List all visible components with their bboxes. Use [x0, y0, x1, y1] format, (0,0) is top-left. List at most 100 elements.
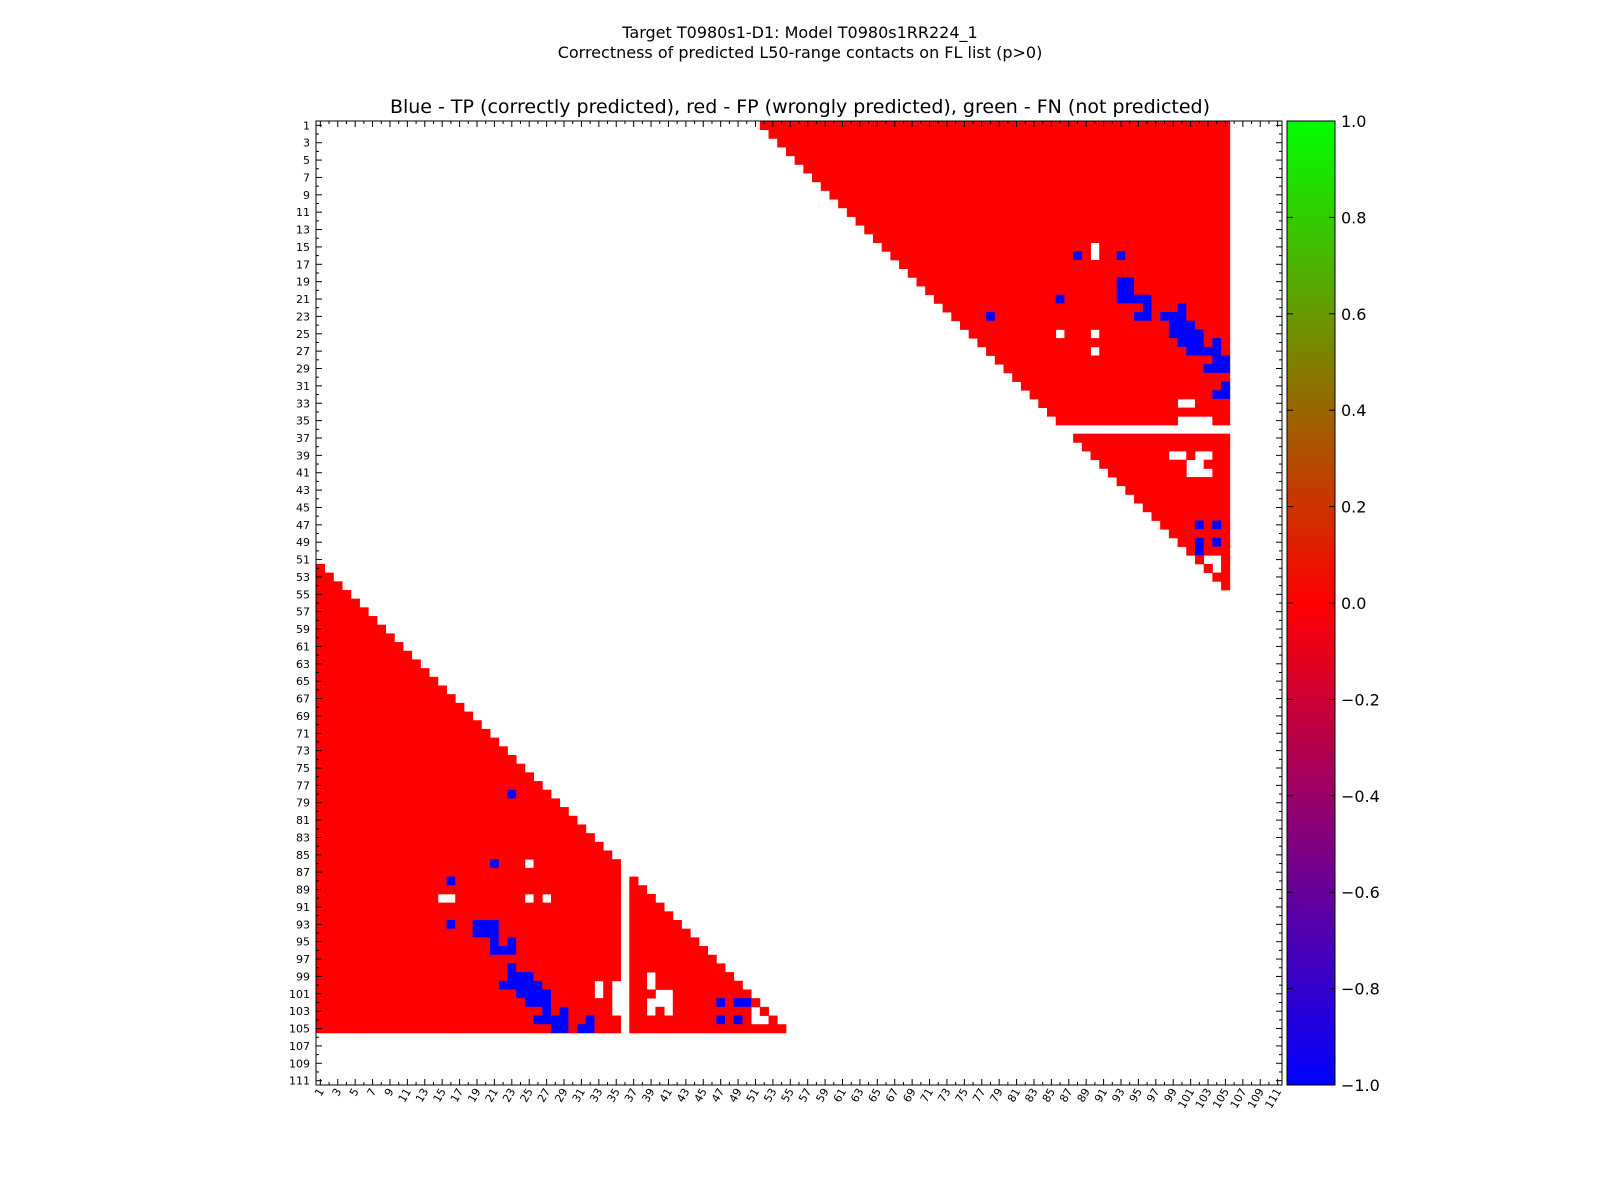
fp-contact-cell — [1160, 286, 1170, 296]
fp-contact-cell — [986, 121, 996, 131]
fp-contact-cell — [890, 138, 900, 148]
fp-contact-cell — [1029, 390, 1039, 400]
fp-contact-cell — [403, 850, 413, 860]
fp-contact-cell — [655, 972, 665, 982]
fp-contact-cell — [481, 1024, 491, 1034]
fp-contact-cell — [1194, 555, 1205, 565]
fp-contact-cell — [907, 147, 917, 157]
fp-contact-cell — [376, 737, 387, 747]
fp-contact-cell — [490, 998, 500, 1008]
fp-contact-cell — [550, 919, 561, 930]
fp-contact-cell — [1125, 190, 1135, 200]
fp-contact-cell — [463, 954, 474, 964]
fp-contact-cell — [394, 859, 404, 869]
fp-contact-cell — [698, 998, 709, 1008]
fp-contact-cell — [411, 998, 421, 1008]
fp-contact-cell — [342, 607, 352, 617]
fp-contact-cell — [498, 1006, 508, 1016]
fp-contact-cell — [507, 763, 517, 773]
fp-contact-cell — [324, 859, 334, 869]
fp-contact-cell — [333, 798, 343, 808]
fp-contact-cell — [342, 650, 352, 660]
fp-contact-cell — [907, 233, 917, 243]
fp-contact-cell — [1073, 138, 1083, 148]
fp-contact-cell — [1160, 511, 1170, 521]
fp-contact-cell — [646, 1015, 656, 1025]
fp-contact-cell — [403, 824, 413, 834]
fp-contact-cell — [1116, 190, 1126, 200]
fp-contact-cell — [507, 754, 517, 765]
tp-contact-cell — [742, 998, 752, 1008]
fp-contact-cell — [446, 798, 456, 808]
fp-contact-cell — [1073, 355, 1083, 365]
fp-contact-cell — [1168, 294, 1178, 304]
fp-contact-cell — [1125, 121, 1135, 131]
y-tick-label: 45 — [296, 501, 310, 514]
fp-contact-cell — [646, 919, 656, 930]
fp-contact-cell — [1090, 286, 1100, 296]
fp-contact-cell — [368, 902, 378, 912]
fp-contact-cell — [472, 781, 482, 791]
fp-contact-cell — [463, 711, 474, 721]
fp-contact-cell — [1012, 355, 1022, 365]
fp-contact-cell — [1081, 346, 1091, 356]
fp-contact-cell — [577, 911, 587, 921]
x-tick-label: 19 — [465, 1086, 483, 1105]
fp-contact-cell — [394, 824, 404, 834]
fp-contact-cell — [1064, 181, 1074, 191]
fp-contact-cell — [1160, 294, 1170, 304]
fp-contact-cell — [542, 972, 552, 982]
fp-contact-cell — [455, 911, 465, 921]
fp-contact-cell — [611, 876, 621, 886]
x-tick-label: 9 — [382, 1086, 397, 1099]
fp-contact-cell — [672, 1024, 682, 1034]
fp-contact-cell — [1020, 207, 1031, 217]
fp-contact-cell — [594, 859, 604, 869]
fp-contact-cell — [1221, 294, 1231, 304]
fp-contact-cell — [437, 824, 447, 834]
fp-contact-cell — [403, 781, 413, 791]
fp-contact-cell — [1038, 320, 1048, 330]
fp-contact-cell — [1212, 485, 1222, 495]
fp-contact-cell — [411, 859, 421, 869]
fp-contact-cell — [481, 833, 491, 843]
fp-contact-cell — [951, 147, 961, 157]
fp-contact-cell — [977, 312, 987, 322]
fp-contact-cell — [1090, 390, 1100, 400]
fp-contact-cell — [1203, 277, 1213, 287]
fp-contact-cell — [977, 216, 987, 226]
fp-contact-cell — [951, 277, 961, 287]
fp-contact-cell — [455, 798, 465, 808]
fp-contact-cell — [1099, 372, 1109, 382]
fp-contact-cell — [942, 199, 952, 209]
fp-contact-cell — [1003, 259, 1013, 270]
fp-contact-cell — [872, 181, 883, 191]
fp-contact-cell — [820, 155, 830, 165]
fp-contact-cell — [333, 919, 343, 930]
fp-contact-cell — [1194, 494, 1205, 504]
fp-contact-cell — [385, 650, 395, 660]
fp-contact-cell — [463, 833, 474, 843]
fp-contact-cell — [455, 972, 465, 982]
fp-contact-cell — [420, 867, 430, 877]
fp-contact-cell — [1099, 398, 1109, 408]
fp-contact-cell — [1212, 398, 1222, 408]
fp-contact-cell — [577, 893, 587, 904]
fp-contact-cell — [1134, 207, 1144, 217]
fp-contact-cell — [977, 251, 987, 261]
fp-contact-cell — [855, 164, 865, 174]
fp-contact-cell — [333, 928, 343, 938]
tp-contact-cell — [1212, 338, 1222, 348]
fp-contact-cell — [1134, 129, 1144, 139]
x-tick-label: 1 — [312, 1086, 327, 1099]
fp-contact-cell — [1047, 390, 1057, 400]
fp-contact-cell — [1134, 477, 1144, 487]
tp-contact-cell — [1142, 303, 1152, 313]
tp-contact-cell — [1221, 390, 1231, 400]
fp-contact-cell — [1116, 225, 1126, 235]
fp-contact-cell — [420, 754, 430, 765]
fp-contact-cell — [429, 876, 439, 886]
fp-contact-cell — [1221, 468, 1231, 478]
fp-contact-cell — [481, 763, 491, 773]
fp-contact-cell — [1151, 459, 1161, 469]
